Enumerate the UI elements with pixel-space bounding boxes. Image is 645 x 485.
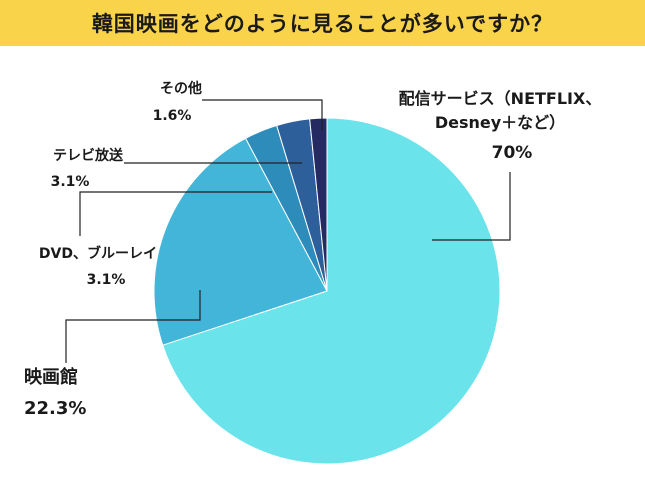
leader-line-theater [65, 290, 201, 363]
leader-line-streaming [432, 172, 511, 241]
pie-slice-streaming [162, 117, 501, 465]
leader-line-other [202, 99, 323, 130]
slice-label-dvd-bluray: DVD、ブルーレイ [39, 245, 157, 262]
slice-value-theater: 22.3% [24, 398, 86, 419]
chart-title-bar: 韓国映画をどのように見ることが多いですか？ [0, 0, 645, 46]
leader-line-dvd-bluray [79, 191, 272, 236]
slice-label-streaming: 配信サービス（NETFLIX、 [399, 89, 602, 108]
leader-lines [65, 99, 511, 363]
slice-value-dvd-bluray: 3.1% [87, 272, 126, 288]
chart-title: 韓国映画をどのように見ることが多いですか？ [91, 12, 554, 36]
slice-label-tv: テレビ放送 [53, 147, 124, 164]
slice-label-theater: 映画館 [24, 366, 78, 388]
pie-slices [153, 117, 501, 465]
slice-value-streaming: 70% [492, 143, 533, 163]
slice-label-other: その他 [160, 80, 202, 97]
slice-labels: 配信サービス（NETFLIX、 Desney＋など） 70% 映画館 22.3% DVD、… [24, 80, 601, 419]
slice-value-tv: 3.1% [51, 174, 90, 190]
slice-label-streaming: Desney＋など） [435, 113, 565, 132]
slice-value-other: 1.6% [153, 108, 192, 124]
pie-slice-other [309, 117, 328, 292]
